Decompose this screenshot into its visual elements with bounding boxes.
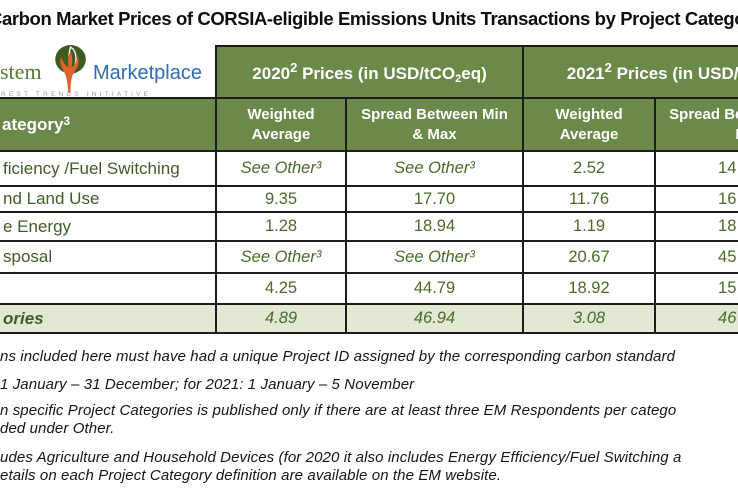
- logo-text-green: stem: [0, 59, 42, 84]
- year-header-2020: 20202 Prices (in USD/tCO2eq): [214, 45, 525, 99]
- superscript-2: 2: [290, 59, 298, 75]
- footnote-2: 1 January – 31 December; for 2021: 1 Jan…: [0, 376, 415, 393]
- category-column-header: ategory3: [0, 97, 217, 152]
- superscript-2: 2: [604, 59, 612, 75]
- value-2021-weighted-average: 1.19: [522, 211, 657, 242]
- value-2021-weighted-average: 3.08: [522, 303, 657, 334]
- table-row: 4.25 44.79 18.92 15: [0, 272, 738, 305]
- value-2020-spread: 46.94: [344, 303, 525, 334]
- table-row: nd Land Use 9.35 17.70 11.76 16: [0, 185, 738, 213]
- category-label: [0, 272, 217, 305]
- footnote-4-line-1: udes Agriculture and Household Devices (…: [0, 449, 682, 466]
- table-row: e Energy 1.28 18.94 1.19 18: [0, 211, 738, 242]
- tree-icon: [55, 45, 86, 93]
- footnote-1: ns included here must have had a unique …: [0, 348, 676, 365]
- page-title: Carbon Market Prices of CORSIA-eligible …: [0, 8, 738, 29]
- column-header-2021-spread: Spread Between Min & Max: [654, 97, 738, 152]
- value-2021-spread: 16: [654, 185, 738, 213]
- column-header-2021-weighted-average: Weighted Average: [522, 97, 657, 152]
- value-2020-spread: 18.94: [344, 211, 525, 242]
- category-label: sposal: [0, 240, 217, 274]
- year-header-2021: 20212 Prices (in USD/tCO2eq): [522, 45, 738, 99]
- category-label: e Energy: [0, 211, 217, 242]
- logo-cell: stem Marketplace REST TRENDS INITIATIVE: [0, 45, 216, 98]
- value-2021-spread: 46: [654, 303, 738, 334]
- value-2021-spread: 45: [654, 240, 738, 274]
- value-2021-weighted-average: 18.92: [522, 272, 657, 305]
- logo-text-blue: Marketplace: [93, 62, 202, 84]
- table-row-total: ories 4.89 46.94 3.08 46: [0, 303, 738, 334]
- footnote-3-line-2: ded under Other.: [0, 420, 115, 437]
- ecosystem-marketplace-logo: stem Marketplace REST TRENDS INITIATIVE: [0, 45, 216, 98]
- category-label: ories: [0, 303, 217, 334]
- value-2020-weighted-average: 9.35: [215, 185, 347, 213]
- value-2020-weighted-average: 4.25: [215, 272, 347, 305]
- subscript-2: 2: [455, 72, 462, 85]
- value-2021-spread: 15: [654, 272, 738, 305]
- value-2020-spread: 17.70: [344, 185, 525, 213]
- value-2020-weighted-average: 4.89: [215, 303, 347, 334]
- value-2021-spread: 14: [654, 150, 738, 187]
- column-header-2020-weighted-average: Weighted Average: [215, 97, 347, 152]
- value-2021-weighted-average: 20.67: [522, 240, 657, 274]
- table-row: sposal See Other³ See Other³ 20.67 45: [0, 240, 738, 274]
- column-header-2020-spread: Spread Between Min & Max: [344, 97, 525, 152]
- value-2020-weighted-average: See Other³: [215, 150, 347, 187]
- value-2021-weighted-average: 11.76: [522, 185, 657, 213]
- prices-table: stem Marketplace REST TRENDS INITIATIVE …: [0, 45, 738, 334]
- value-2021-spread: 18: [654, 211, 738, 242]
- logo-tagline: REST TRENDS INITIATIVE: [1, 91, 152, 98]
- value-2020-weighted-average: See Other³: [215, 240, 347, 274]
- footnote-4-line-2: etails on each Project Category definiti…: [0, 467, 502, 484]
- value-2020-spread: See Other³: [344, 240, 525, 274]
- category-label: ficiency /Fuel Switching: [0, 150, 217, 187]
- value-2020-spread: 44.79: [344, 272, 525, 305]
- table-row: ficiency /Fuel Switching See Other³ See …: [0, 150, 738, 187]
- value-2021-weighted-average: 2.52: [522, 150, 657, 187]
- superscript-3: 3: [63, 114, 71, 128]
- value-2020-spread: See Other³: [344, 150, 525, 187]
- value-2020-weighted-average: 1.28: [215, 211, 347, 242]
- footnote-3-line-1: n specific Project Categories is publish…: [0, 402, 677, 419]
- category-label: nd Land Use: [0, 185, 217, 213]
